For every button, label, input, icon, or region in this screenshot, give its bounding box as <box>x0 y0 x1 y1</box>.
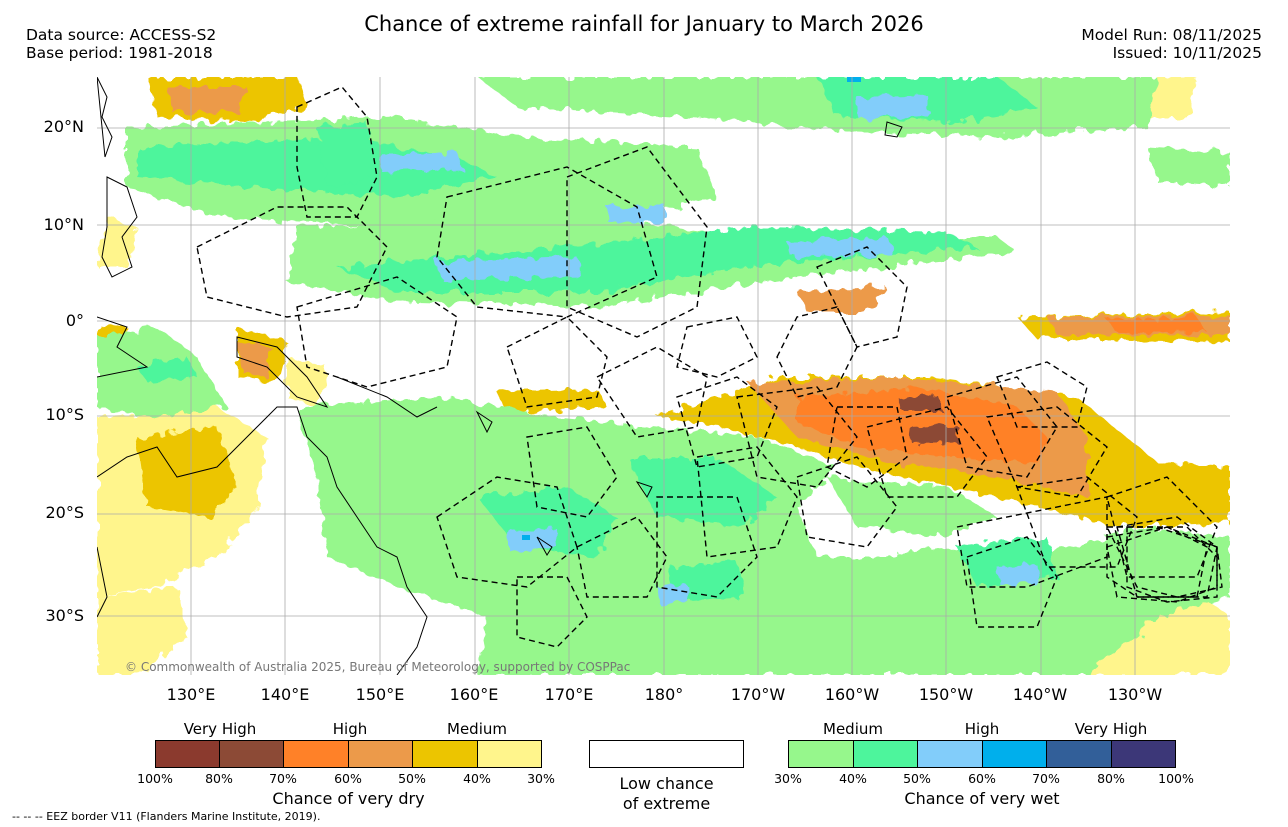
low-chance-line1: Low chance <box>619 774 714 793</box>
copyright-text: © Commonwealth of Australia 2025, Bureau… <box>125 660 630 674</box>
lon-label-180: 180° <box>644 685 684 704</box>
wet-tick-30: 30% <box>774 771 802 786</box>
lon-label-170w: 170°W <box>730 685 786 704</box>
wet-tick-50: 50% <box>903 771 931 786</box>
low-chance-line2: of extreme <box>622 794 711 813</box>
eez-borders <box>196 86 1223 648</box>
base-period-text: Base period: 1981-2018 <box>26 44 213 62</box>
wet-colorbar <box>788 740 1176 768</box>
dry-swatch-60-70 <box>283 740 349 768</box>
dry-very-high-heading: Very High <box>183 720 257 738</box>
wet-swatch-60-70 <box>982 740 1047 768</box>
low-chance-caption: Low chance of extreme <box>589 774 744 814</box>
dry-colorbar <box>155 740 542 768</box>
wet-medium-heading: Medium <box>823 720 883 738</box>
dry-swatch-50-60 <box>348 740 413 768</box>
lon-label-140e: 140°E <box>260 685 310 704</box>
wet-tick-100: 100% <box>1158 771 1194 786</box>
wet-caption: Chance of very wet <box>904 789 1060 808</box>
lat-label-30s: 30°S <box>45 606 84 625</box>
eez-footnote: -- -- -- EEZ border V11 (Flanders Marine… <box>12 810 321 823</box>
dry-tick-60: 60% <box>334 771 362 786</box>
lat-label-10s: 10°S <box>45 405 84 424</box>
dry-tick-100: 100% <box>137 771 173 786</box>
dry-high-heading: High <box>332 720 368 738</box>
wet-60-70-areas <box>522 77 861 540</box>
lat-label-10n: 10°N <box>43 215 84 234</box>
wet-tick-80: 80% <box>1097 771 1125 786</box>
dry-tick-50: 50% <box>398 771 426 786</box>
dry-caption: Chance of very dry <box>272 789 425 808</box>
wet-tick-40: 40% <box>839 771 867 786</box>
wet-swatch-30-40 <box>788 740 854 768</box>
dry-medium-heading: Medium <box>447 720 507 738</box>
coastlines <box>97 77 903 675</box>
wet-swatch-80-100 <box>1111 740 1176 768</box>
dry-70-80-areas <box>897 395 959 443</box>
lat-label-20s: 20°S <box>45 503 84 522</box>
low-chance-swatch <box>589 740 744 768</box>
dry-swatch-30-40 <box>477 740 542 768</box>
dry-swatch-70-80 <box>219 740 284 768</box>
lon-label-160w: 160°W <box>824 685 880 704</box>
lon-label-130w: 130°W <box>1107 685 1163 704</box>
lon-label-150e: 150°E <box>355 685 405 704</box>
lon-label-170e: 170°E <box>544 685 594 704</box>
rainfall-map: © Commonwealth of Australia 2025, Bureau… <box>97 77 1230 675</box>
lat-label-20n: 20°N <box>43 117 84 136</box>
lon-label-130e: 130°E <box>166 685 216 704</box>
wet-swatch-70-80 <box>1046 740 1112 768</box>
wet-high-heading: High <box>964 720 1000 738</box>
header-left: Data source: ACCESS-S2 Base period: 1981… <box>26 26 216 62</box>
model-run-text: Model Run: 08/11/2025 <box>1081 26 1262 44</box>
dry-tick-80: 80% <box>205 771 233 786</box>
wet-tick-70: 70% <box>1032 771 1060 786</box>
dry-tick-40: 40% <box>463 771 491 786</box>
dry-tick-30: 30% <box>527 771 555 786</box>
dry-tick-70: 70% <box>269 771 297 786</box>
wet-swatch-40-50 <box>853 740 918 768</box>
issued-text: Issued: 10/11/2025 <box>1112 44 1262 62</box>
wet-very-high-heading: Very High <box>1074 720 1148 738</box>
lat-label-0: 0° <box>65 311 84 330</box>
wet-50-60-areas <box>377 95 1039 604</box>
dry-swatch-40-50 <box>412 740 478 768</box>
data-source-text: Data source: ACCESS-S2 <box>26 26 217 44</box>
lon-label-150w: 150°W <box>918 685 974 704</box>
map-title: Chance of extreme rainfall for January t… <box>364 12 924 36</box>
wet-swatch-50-60 <box>917 740 983 768</box>
dry-swatch-80-100 <box>155 740 220 768</box>
header-right: Model Run: 08/11/2025 Issued: 10/11/2025 <box>1081 26 1262 62</box>
wet-tick-60: 60% <box>968 771 996 786</box>
lon-label-160e: 160°E <box>449 685 499 704</box>
lon-label-140w: 140°W <box>1012 685 1068 704</box>
